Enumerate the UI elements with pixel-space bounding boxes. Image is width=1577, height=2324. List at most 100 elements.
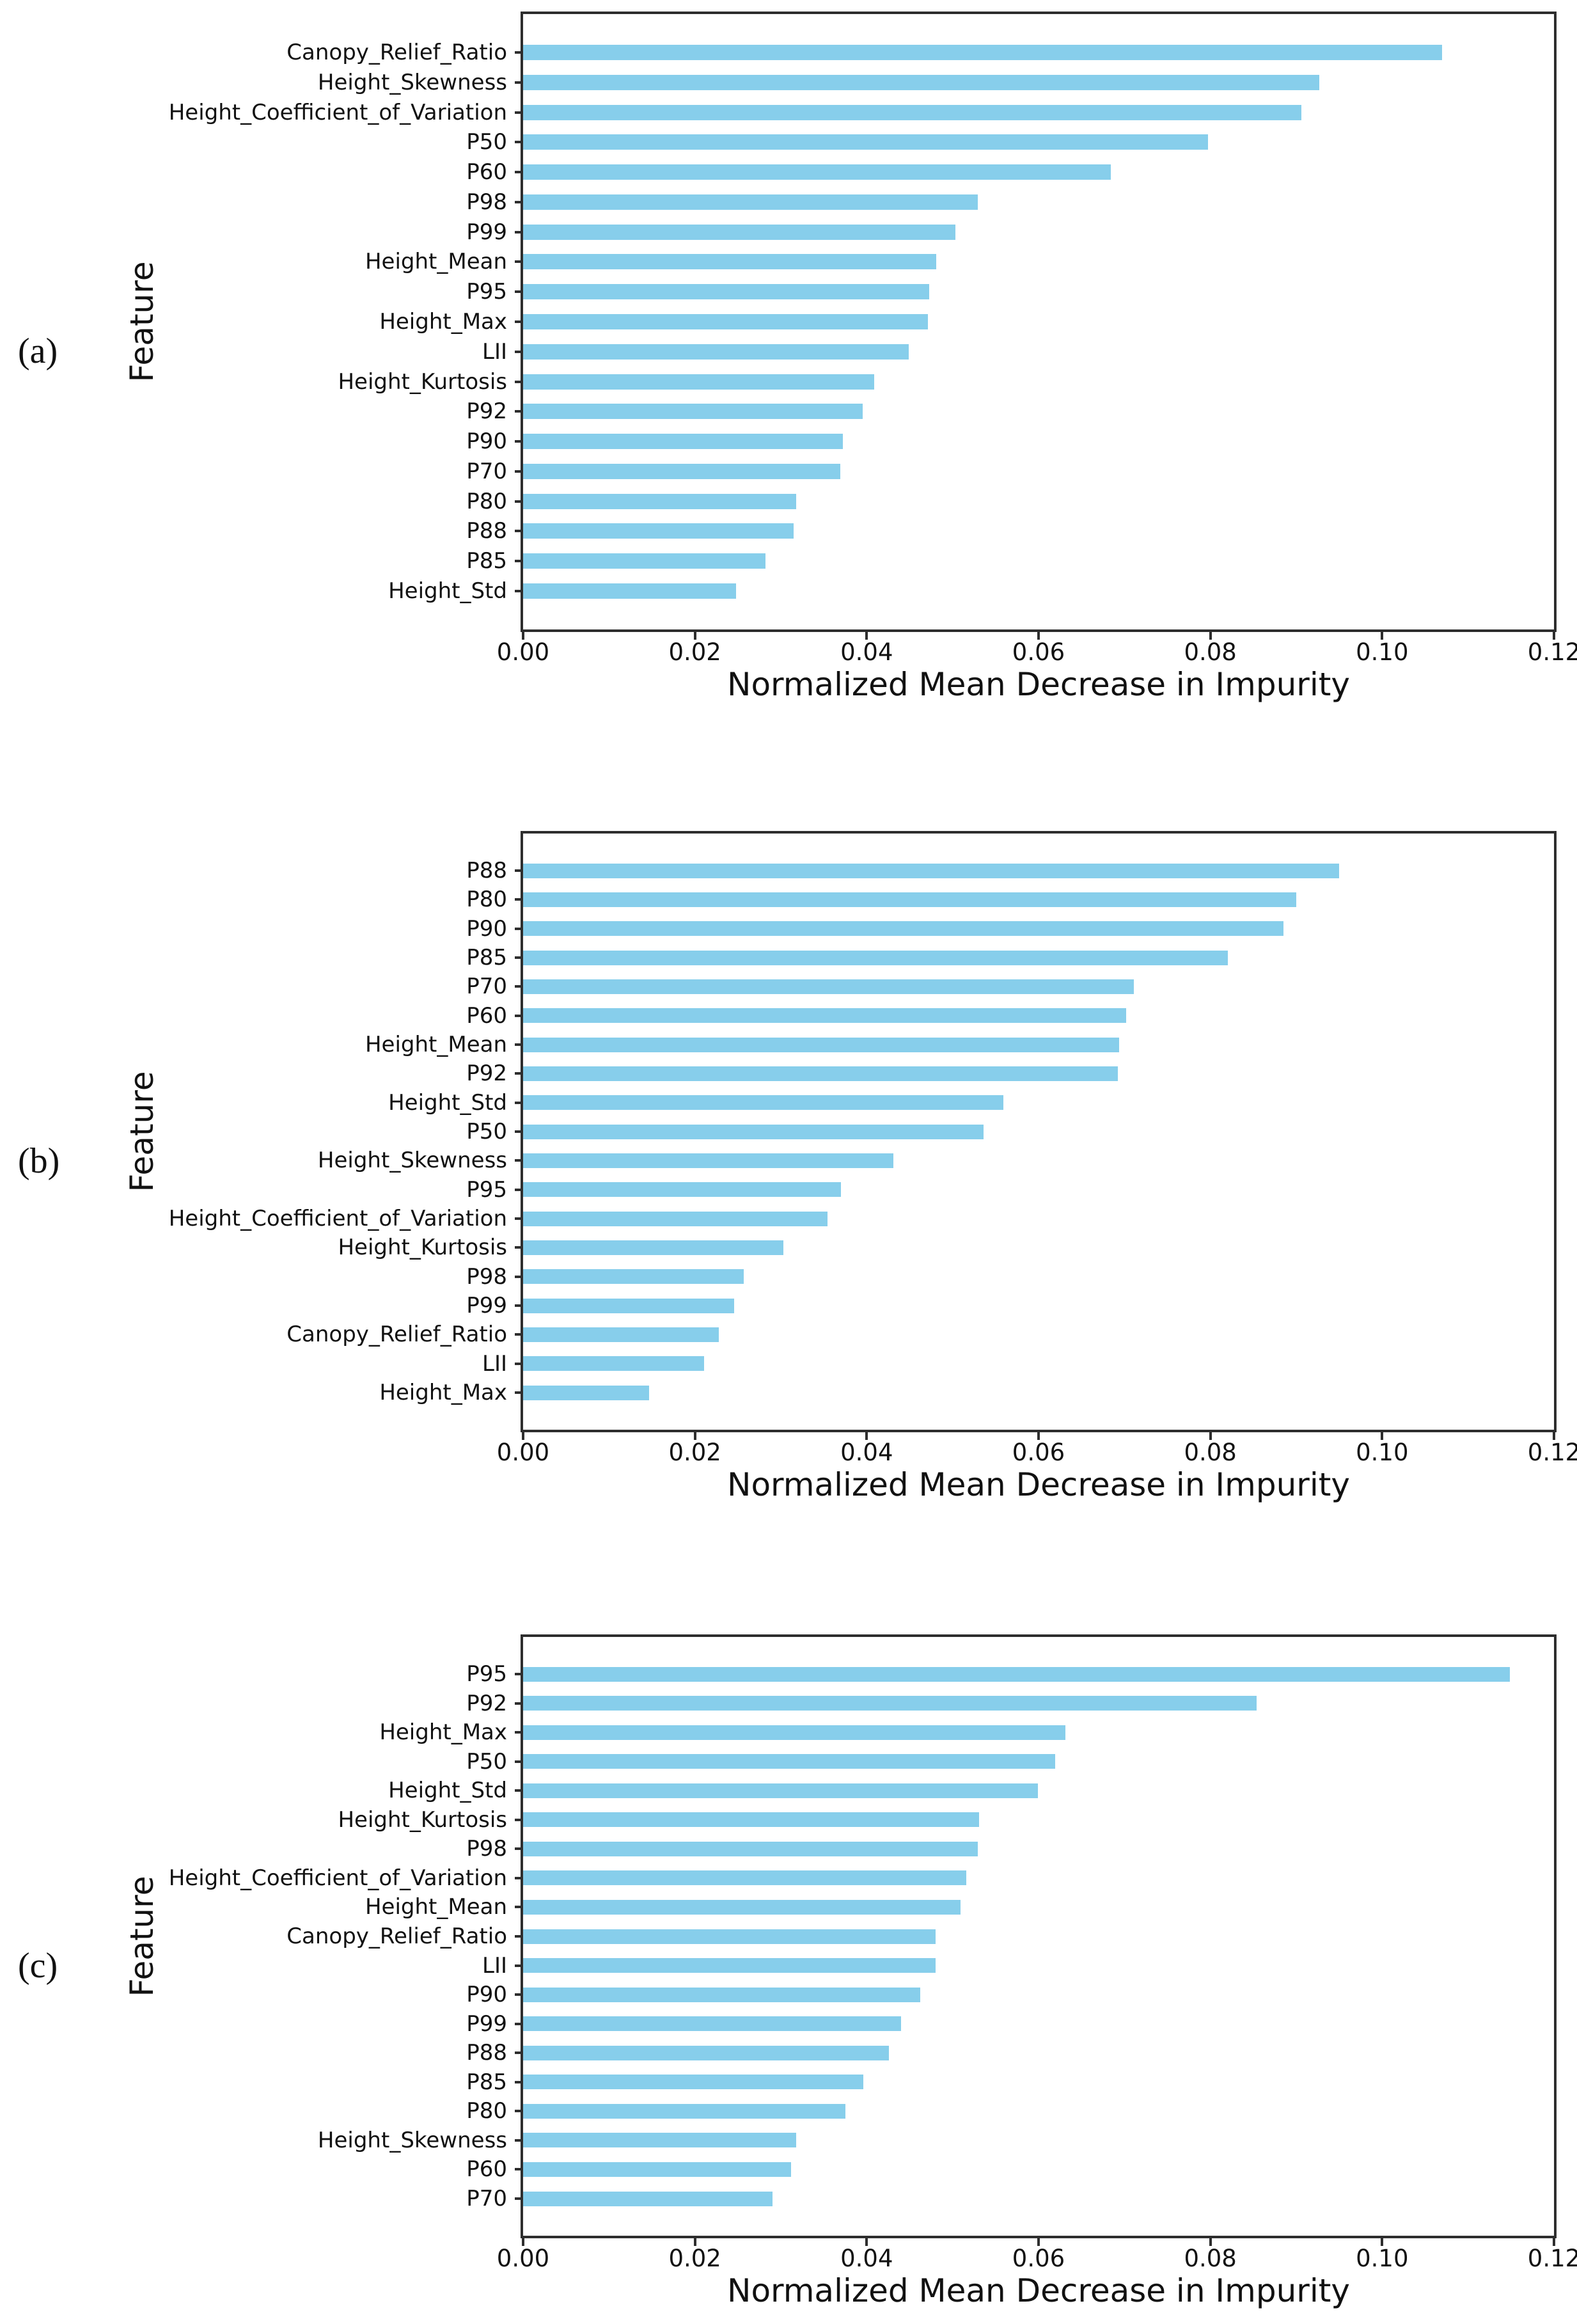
bar-P60 — [523, 2162, 791, 2177]
y-tick-label-Height_Max: Height_Max — [379, 1719, 507, 1746]
y-tick-mark — [515, 2168, 523, 2171]
y-tick-mark — [515, 1673, 523, 1675]
y-tick-mark — [515, 141, 523, 144]
y-tick-label-Height_Mean: Height_Mean — [365, 249, 507, 275]
y-tick-label-Height_Std: Height_Std — [388, 1778, 507, 1804]
x-tick-label: 0.12 — [1527, 1439, 1577, 1466]
bar-Height_Coefficient_of_Variation — [523, 1211, 828, 1226]
y-tick-label-P95: P95 — [466, 279, 507, 305]
bar-P85 — [523, 553, 765, 569]
y-tick-label-P90: P90 — [466, 1982, 507, 2008]
panel-tag-a: (a) — [18, 331, 58, 371]
y-tick-label-Height_Coefficient_of_Variation: Height_Coefficient_of_Variation — [168, 1206, 507, 1231]
y-tick-label-LII: LII — [482, 1952, 507, 1979]
x-tick-mark — [1209, 2238, 1212, 2246]
y-tick-mark — [515, 171, 523, 174]
bar-P98 — [523, 194, 978, 210]
bar-P80 — [523, 2103, 845, 2119]
y-tick-label-P70: P70 — [466, 974, 507, 1000]
bar-Height_Mean — [523, 1037, 1119, 1052]
y-tick-mark — [515, 1217, 523, 1220]
bar-Height_Skewness — [523, 2133, 796, 2148]
y-tick-label-P70: P70 — [466, 2186, 507, 2211]
y-tick-label-P88: P88 — [466, 2040, 507, 2066]
y-tick-mark — [515, 500, 523, 503]
x-tick-mark — [1553, 2238, 1555, 2246]
x-tick-mark — [693, 2238, 696, 2246]
bar-Canopy_Relief_Ratio — [523, 45, 1442, 60]
y-tick-mark — [515, 1188, 523, 1191]
y-tick-mark — [515, 1993, 523, 1996]
bar-Height_Kurtosis — [523, 374, 874, 390]
panel-tag-c: (c) — [18, 1946, 58, 1986]
bar-P99 — [523, 1298, 734, 1313]
bar-P88 — [523, 523, 794, 539]
bar-Height_Kurtosis — [523, 1240, 783, 1255]
y-tick-label-P95: P95 — [466, 1661, 507, 1687]
y-tick-label-Canopy_Relief_Ratio: Canopy_Relief_Ratio — [286, 1924, 507, 1949]
y-tick-label-Height_Mean: Height_Mean — [365, 1032, 507, 1057]
y-tick-label-P60: P60 — [466, 2156, 507, 2183]
bar-P92 — [523, 1696, 1257, 1711]
x-tick-mark — [693, 632, 696, 640]
bar-P60 — [523, 164, 1111, 180]
y-tick-mark — [515, 111, 523, 114]
bar-P98 — [523, 1841, 978, 1856]
y-tick-label-P88: P88 — [466, 518, 507, 544]
x-tick-label: 0.04 — [840, 1439, 893, 1466]
bar-P50 — [523, 1754, 1055, 1769]
bar-LII — [523, 344, 909, 360]
y-tick-label-P80: P80 — [466, 887, 507, 913]
x-tick-mark — [1553, 1432, 1555, 1440]
x-tick-label: 0.04 — [840, 638, 893, 666]
bar-P70 — [523, 463, 840, 479]
bar-Height_Mean — [523, 254, 936, 270]
y-tick-mark — [515, 410, 523, 413]
x-tick-label: 0.00 — [496, 2245, 550, 2272]
x-tick-label: 0.12 — [1527, 2245, 1577, 2272]
y-tick-label-Canopy_Relief_Ratio: Canopy_Relief_Ratio — [286, 1322, 507, 1348]
y-tick-mark — [515, 1014, 523, 1017]
bar-P80 — [523, 892, 1296, 907]
y-tick-mark — [515, 956, 523, 959]
bar-P80 — [523, 493, 796, 509]
x-tick-label: 0.00 — [496, 638, 550, 666]
bar-Height_Max — [523, 1725, 1065, 1740]
y-tick-mark — [515, 320, 523, 323]
x-tick-label: 0.08 — [1184, 638, 1237, 666]
x-tick-mark — [1037, 2238, 1040, 2246]
y-tick-mark — [515, 2022, 523, 2025]
y-tick-label-Height_Max: Height_Max — [379, 309, 507, 335]
y-tick-label-P85: P85 — [466, 2069, 507, 2095]
y-tick-label-Height_Skewness: Height_Skewness — [317, 1148, 507, 1174]
x-tick-mark — [865, 632, 868, 640]
y-tick-label-Height_Std: Height_Std — [388, 1089, 507, 1116]
x-tick-label: 0.10 — [1356, 2245, 1409, 2272]
x-tick-label: 0.06 — [1012, 1439, 1065, 1466]
y-tick-label-P50: P50 — [466, 1748, 507, 1775]
y-tick-label-P99: P99 — [466, 2011, 507, 2037]
y-tick-label-Height_Skewness: Height_Skewness — [317, 69, 507, 95]
bar-Height_Std — [523, 1783, 1038, 1798]
bar-Canopy_Relief_Ratio — [523, 1327, 719, 1342]
bar-P99 — [523, 2016, 901, 2032]
bar-Height_Max — [523, 1385, 649, 1400]
x-tick-mark — [693, 1432, 696, 1440]
y-tick-mark — [515, 1362, 523, 1365]
bar-P88 — [523, 863, 1339, 878]
bar-Height_Kurtosis — [523, 1812, 979, 1828]
y-tick-label-P98: P98 — [466, 1836, 507, 1862]
y-tick-label-P85: P85 — [466, 945, 507, 970]
x-tick-label: 0.10 — [1356, 1439, 1409, 1466]
x-tick-label: 0.02 — [668, 1439, 721, 1466]
y-tick-label-P50: P50 — [466, 129, 507, 155]
x-axis-title-a: Normalized Mean Decrease in Impurity — [727, 666, 1350, 703]
x-tick-mark — [522, 632, 524, 640]
bar-P95 — [523, 284, 929, 300]
y-tick-mark — [515, 380, 523, 383]
y-tick-mark — [515, 1304, 523, 1307]
bar-Height_Coefficient_of_Variation — [523, 1870, 966, 1886]
y-tick-label-P99: P99 — [466, 1293, 507, 1318]
y-tick-mark — [515, 290, 523, 294]
